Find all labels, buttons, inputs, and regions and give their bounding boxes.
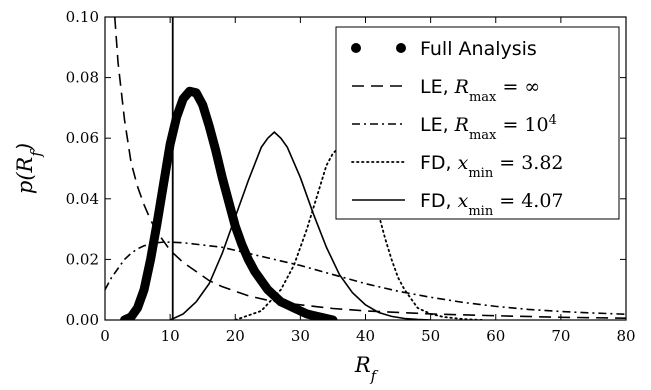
series-line-3 bbox=[105, 241, 626, 316]
legend-label-4: FD, xmin = 3.82 bbox=[420, 152, 564, 181]
y-tick-label: 0.08 bbox=[66, 69, 99, 87]
x-axis-label: Rf bbox=[354, 353, 379, 385]
series-line-1 bbox=[120, 86, 338, 320]
x-tick-label: 20 bbox=[226, 327, 245, 345]
legend-label-5: FD, xmin = 4.07 bbox=[420, 190, 564, 219]
legend-label-1: Full Analysis bbox=[420, 38, 537, 60]
legend-label-2: LE, Rmax = ∞ bbox=[420, 76, 540, 105]
series-line-2 bbox=[113, 17, 626, 319]
y-tick-label: 0.02 bbox=[66, 250, 99, 268]
y-tick-label: 0.10 bbox=[66, 8, 99, 26]
ticks-layer: 0 10 20 30 40 50 60 70 80 0.00 0.02 0.04 0.06 0.08 0.1… bbox=[66, 8, 636, 345]
y-tick-label: 0.06 bbox=[66, 129, 99, 147]
x-tick-label: 30 bbox=[291, 327, 310, 345]
x-tick-label: 60 bbox=[486, 327, 505, 345]
x-tick-label: 10 bbox=[161, 327, 180, 345]
legend: Full Analysis LE, Rmax = ∞ LE, Rmax = 104 F… bbox=[335, 26, 620, 220]
y-tick-label: 0.04 bbox=[66, 190, 99, 208]
x-tick-label: 80 bbox=[616, 327, 635, 345]
legend-box bbox=[335, 26, 620, 220]
legend-label-3: LE, Rmax = 104 bbox=[420, 113, 557, 143]
x-tick-label: 0 bbox=[100, 327, 110, 345]
y-tick-label: 0.00 bbox=[66, 311, 99, 329]
x-tick-label: 50 bbox=[421, 327, 440, 345]
legend-marker bbox=[396, 43, 406, 53]
series-line-5 bbox=[169, 131, 431, 320]
legend-marker bbox=[351, 43, 361, 53]
x-tick-label: 40 bbox=[356, 327, 375, 345]
y-axis-label: p(Rf) bbox=[13, 143, 45, 194]
x-tick-label: 70 bbox=[551, 327, 570, 345]
